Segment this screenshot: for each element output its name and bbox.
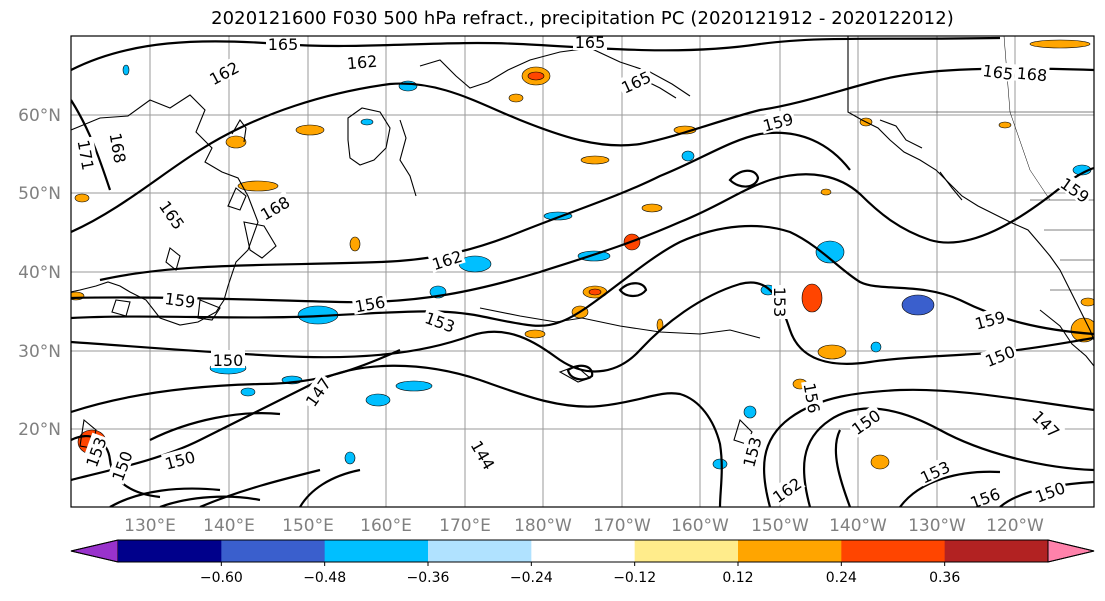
colorbar-tick-label: 0.12 — [722, 570, 753, 586]
latitude-label: 20°N — [18, 420, 61, 440]
latitude-labels: 60°N 50°N 40°N 30°N 20°N — [18, 106, 61, 440]
longitude-label: 160°W — [671, 516, 729, 536]
contour-label: 153 — [770, 285, 790, 319]
svg-text:162: 162 — [346, 52, 378, 74]
contour-label: 162 — [344, 50, 380, 74]
contour-label: 153 — [737, 432, 766, 471]
contour-label: 150 — [980, 340, 1019, 371]
precip-positive — [71, 39, 1094, 470]
colorbar-segment — [531, 540, 636, 562]
longitude-label: 150°W — [751, 516, 809, 536]
contour-label: 165 — [155, 195, 190, 234]
contour-label: 165 — [980, 59, 1017, 84]
svg-text:162: 162 — [430, 247, 465, 275]
latitude-label: 50°N — [18, 184, 61, 204]
contour-label: 168 — [255, 190, 294, 224]
precip-negative — [122, 64, 1092, 470]
colorbar-tick-label: −0.36 — [407, 570, 450, 586]
svg-text:165: 165 — [981, 61, 1014, 84]
longitude-label: 130°W — [908, 516, 966, 536]
contour-label: 168 — [105, 129, 131, 167]
contour-label: 147 — [1028, 404, 1066, 442]
contour-label: 159 — [162, 287, 199, 312]
svg-text:168: 168 — [1016, 64, 1048, 86]
contour-label: 150 — [1030, 476, 1069, 507]
longitude-label: 140°E — [203, 516, 255, 536]
colorbar-tick-label: 0.24 — [826, 570, 857, 586]
longitude-labels: 130°E 140°E 150°E 160°E 170°E 180°W 170°W 160°W… — [124, 516, 1044, 536]
map-gridlines — [71, 36, 1094, 507]
svg-text:153: 153 — [770, 287, 789, 318]
svg-text:150: 150 — [213, 351, 244, 370]
latitude-label: 60°N — [18, 106, 61, 126]
longitude-label: 130°E — [124, 516, 176, 536]
longitude-label: 120°W — [986, 516, 1044, 536]
svg-text:159: 159 — [163, 289, 196, 312]
contour-label: 156 — [965, 482, 1004, 512]
svg-text:165: 165 — [575, 33, 606, 52]
svg-text:159: 159 — [761, 109, 795, 135]
colorbar-segment — [634, 540, 739, 562]
svg-text:165: 165 — [268, 35, 299, 54]
latitude-label: 30°N — [18, 342, 61, 362]
longitude-label: 160°E — [360, 516, 412, 536]
colorbar-segment — [841, 540, 946, 562]
contour-label: 162 — [767, 472, 806, 507]
longitude-label: 150°E — [282, 516, 334, 536]
svg-text:156: 156 — [968, 484, 1003, 512]
svg-text:168: 168 — [105, 131, 129, 164]
colorbar-extend-high — [1047, 539, 1095, 563]
svg-text:150: 150 — [163, 447, 197, 473]
contour-label: 150 — [211, 350, 245, 370]
contour-label: 159 — [758, 107, 797, 136]
map-title: 2020121600 F030 500 hPa refract., precip… — [211, 8, 954, 29]
contour-label: 162 — [427, 245, 466, 275]
longitude-label: 140°W — [829, 516, 887, 536]
colorbar-tick-label: 0.36 — [929, 570, 960, 586]
contour-label: 150 — [160, 445, 199, 474]
colorbar-segment — [944, 540, 1049, 562]
contour-label: 171 — [73, 136, 99, 174]
precip-shading — [71, 39, 1094, 470]
contour-label: 162 — [204, 56, 243, 89]
longitude-label: 170°E — [439, 516, 491, 536]
map-frame — [70, 35, 1095, 508]
colorbar-tick-label: −0.12 — [613, 570, 656, 586]
contour-label: 144 — [467, 435, 501, 474]
svg-text:159: 159 — [973, 307, 1007, 333]
colorbar-tick-label: −0.24 — [510, 570, 553, 586]
latitude-label: 40°N — [18, 263, 61, 283]
svg-text:153: 153 — [739, 435, 765, 469]
contour-label: 147 — [300, 372, 335, 411]
svg-text:150: 150 — [1033, 478, 1068, 506]
colorbar-segment — [428, 540, 532, 562]
colorbar-segment — [738, 540, 842, 562]
colorbar — [70, 539, 1095, 563]
svg-text:150: 150 — [108, 449, 136, 484]
colorbar-segment — [324, 540, 429, 562]
colorbar-segment — [118, 540, 222, 562]
svg-text:171: 171 — [73, 138, 97, 171]
svg-text:147: 147 — [1028, 407, 1063, 442]
contour-label: 165 — [266, 35, 300, 54]
colorbar-tick-labels: −0.60 −0.48 −0.36 −0.24 −0.12 0.12 0.24 0.36 — [200, 562, 960, 586]
colorbar-tick-label: −0.60 — [200, 570, 243, 586]
colorbar-tick-label: −0.48 — [303, 570, 346, 586]
longitude-label: 170°W — [593, 516, 651, 536]
refractivity-contours — [71, 36, 1094, 507]
longitude-label: 180°W — [514, 516, 572, 536]
colorbar-segment — [221, 540, 326, 562]
contour-label: 153 — [915, 455, 954, 488]
contour-label: 159 — [970, 305, 1009, 334]
contour-label: 168 — [1014, 62, 1050, 86]
political-borders — [847, 36, 1094, 291]
colorbar-extend-low — [70, 539, 119, 563]
contour-label: 165 — [573, 33, 607, 52]
